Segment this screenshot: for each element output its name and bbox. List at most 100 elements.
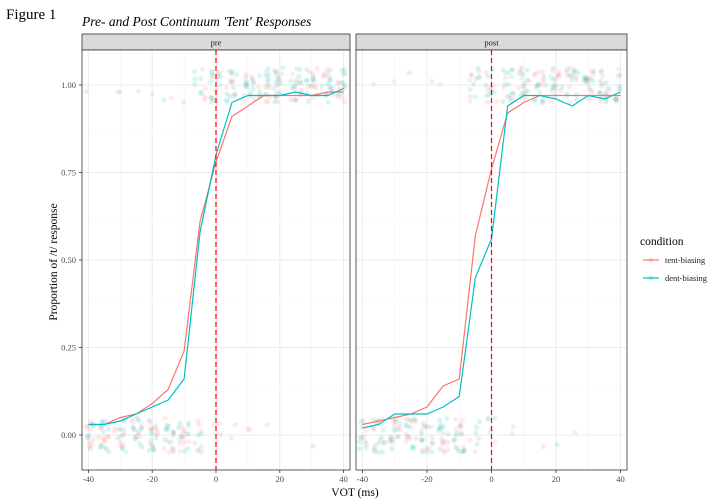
response-point: [310, 74, 317, 80]
response-point: [388, 435, 394, 441]
response-point: [184, 445, 191, 452]
response-point: [183, 431, 189, 437]
response-point: [379, 449, 385, 455]
response-point: [195, 432, 201, 439]
response-point: [208, 99, 215, 105]
response-point: [250, 96, 257, 102]
response-point: [132, 436, 139, 442]
response-point: [389, 439, 395, 445]
response-point: [500, 99, 506, 105]
response-point: [326, 73, 333, 80]
response-point: [298, 79, 304, 85]
response-point: [101, 436, 107, 442]
response-point: [147, 441, 153, 447]
response-point: [305, 98, 311, 104]
response-point: [520, 72, 526, 78]
response-point: [617, 86, 623, 92]
y-tick-label: 0.75: [61, 168, 76, 178]
response-point: [468, 72, 474, 78]
response-point: [586, 76, 592, 82]
response-point: [149, 91, 156, 97]
response-point: [485, 73, 491, 80]
response-point: [558, 87, 564, 94]
response-point: [439, 440, 445, 446]
response-point: [524, 67, 531, 73]
response-point: [276, 77, 282, 83]
response-point: [297, 67, 303, 73]
response-point: [419, 437, 425, 443]
response-point: [147, 425, 154, 432]
response-point: [403, 438, 409, 444]
response-point: [341, 83, 348, 89]
response-point: [405, 434, 411, 440]
response-point: [342, 99, 348, 105]
response-point: [394, 427, 400, 433]
response-point: [452, 416, 459, 423]
response-point: [472, 448, 478, 454]
response-point: [538, 83, 544, 89]
response-point: [217, 82, 223, 88]
response-point: [265, 98, 271, 105]
response-point: [288, 78, 294, 84]
response-point: [229, 79, 236, 85]
response-point: [304, 83, 311, 89]
response-point: [519, 65, 525, 71]
response-point: [178, 433, 184, 439]
response-point: [459, 449, 465, 455]
response-point: [509, 67, 515, 73]
response-point: [371, 416, 377, 423]
response-point: [589, 89, 596, 95]
response-point: [130, 424, 136, 430]
response-point: [294, 80, 300, 86]
response-point: [483, 70, 489, 76]
response-point: [224, 91, 230, 97]
response-point: [573, 97, 579, 103]
response-point: [454, 431, 460, 437]
response-point: [152, 423, 159, 429]
response-point: [202, 96, 208, 103]
response-point: [289, 85, 295, 91]
response-point: [162, 436, 168, 443]
response-point: [517, 66, 523, 73]
response-point: [418, 428, 424, 434]
response-point: [244, 84, 251, 90]
response-point: [440, 440, 446, 446]
response-point: [312, 85, 319, 91]
response-point: [304, 77, 310, 84]
response-point: [181, 99, 187, 106]
response-point: [228, 71, 234, 77]
response-point: [229, 435, 235, 441]
response-point: [437, 446, 443, 452]
response-point: [472, 94, 478, 100]
response-point: [461, 448, 468, 454]
response-point: [524, 77, 530, 83]
response-point: [435, 425, 442, 432]
response-point: [227, 93, 233, 100]
response-point: [335, 94, 341, 100]
response-point: [597, 78, 603, 84]
response-point: [616, 66, 622, 72]
response-point: [440, 448, 447, 454]
response-point: [133, 415, 139, 421]
response-point: [475, 65, 481, 71]
response-point: [292, 86, 298, 92]
response-point: [616, 83, 622, 89]
response-point: [586, 85, 592, 91]
response-point: [319, 83, 325, 89]
response-point: [549, 68, 556, 74]
response-point: [391, 423, 397, 430]
response-point: [274, 99, 280, 105]
response-point: [314, 66, 320, 72]
response-point: [573, 74, 579, 80]
response-point: [583, 74, 590, 81]
response-point: [146, 417, 152, 423]
response-point: [467, 87, 473, 93]
response-point: [550, 84, 556, 90]
response-point: [100, 429, 106, 435]
response-point: [589, 68, 595, 74]
response-point: [381, 439, 387, 446]
response-point: [532, 71, 538, 77]
response-point: [88, 418, 94, 425]
response-point: [83, 424, 90, 430]
response-point: [438, 421, 444, 427]
